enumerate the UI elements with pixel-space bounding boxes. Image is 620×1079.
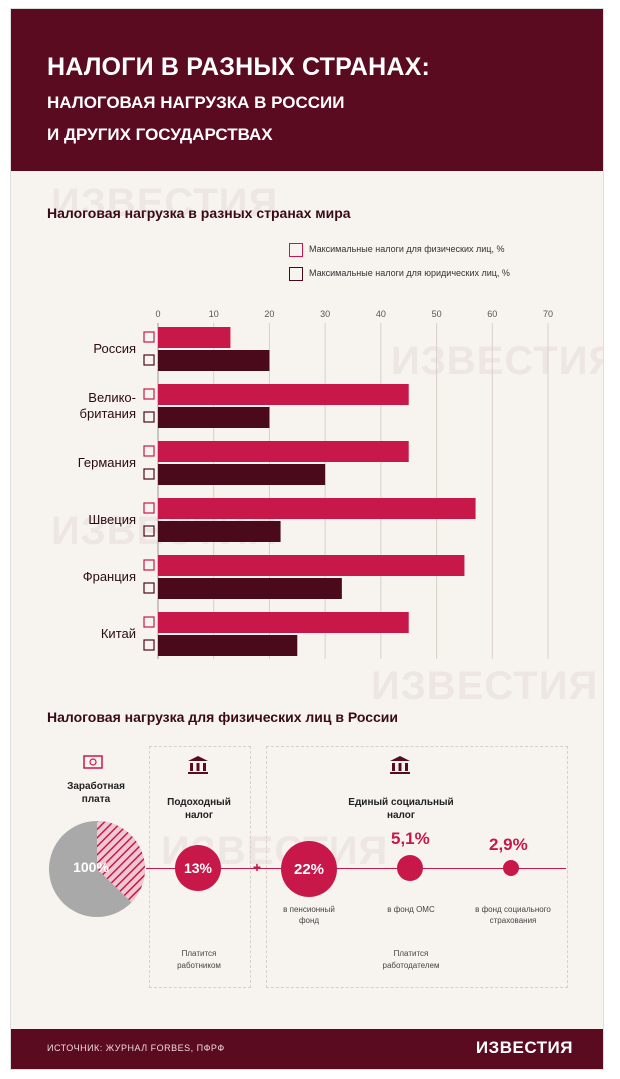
social-insurance-value: 2,9% xyxy=(489,835,528,854)
x-tick-label: 50 xyxy=(432,309,442,319)
building-icon xyxy=(289,267,303,281)
social-tax-note-line1: Платится xyxy=(393,949,429,958)
salary-value: 100% xyxy=(73,859,109,875)
oms-fund-dot xyxy=(397,855,423,881)
oms-fund-value: 5,1% xyxy=(391,829,430,848)
building-icon xyxy=(143,411,155,423)
building-icon xyxy=(143,639,155,651)
pension-fund-label-line1: в пенсионный xyxy=(283,905,335,914)
bar-chart: 0 10 20 30 40 50 60 70 Россия Велико-британия Герм… xyxy=(78,309,553,659)
wallet-icon xyxy=(143,502,155,514)
salary-pie xyxy=(49,821,146,917)
chart-title: Налоговая нагрузка в разных странах мира xyxy=(47,205,351,221)
bar xyxy=(158,555,465,576)
category-label: Россия xyxy=(93,341,136,356)
wallet-icon xyxy=(143,331,155,343)
category-label: Германия xyxy=(78,455,136,470)
bar xyxy=(158,407,270,428)
infographic: НАЛОГИ В РАЗНЫХ СТРАНАХ: НАЛОГОВАЯ НАГРУ… xyxy=(10,8,604,1070)
source-text: ИСТОЧНИК: ЖУРНАЛ FORBES, ПФРФ xyxy=(47,1043,225,1053)
pension-fund-value: 22% xyxy=(281,841,337,897)
page-title: НАЛОГИ В РАЗНЫХ СТРАНАХ: xyxy=(47,53,430,81)
footer: ИСТОЧНИК: ЖУРНАЛ FORBES, ПФРФ ИЗВЕСТИЯ xyxy=(11,1029,603,1069)
x-tick-label: 40 xyxy=(376,309,386,319)
social-tax-note-line2: работодателем xyxy=(382,961,440,970)
header-banner: НАЛОГИ В РАЗНЫХ СТРАНАХ: НАЛОГОВАЯ НАГРУ… xyxy=(11,9,603,171)
bar xyxy=(158,498,476,519)
watermark: ИЗВЕСТИЯ xyxy=(51,181,279,225)
section2-title: Налоговая нагрузка для физических лиц в … xyxy=(47,709,399,725)
bar xyxy=(158,578,342,599)
banknote-icon xyxy=(83,755,103,769)
page-subtitle-line1: НАЛОГОВАЯ НАГРУЗКА В РОССИИ xyxy=(47,93,345,112)
x-tick-label: 30 xyxy=(320,309,330,319)
bar xyxy=(158,612,409,633)
salary-label-line1: Заработная xyxy=(67,781,125,792)
bar xyxy=(158,441,409,462)
building-icon xyxy=(143,468,155,480)
social-insurance-label-line1: в фонд социального xyxy=(475,905,551,914)
x-tick-label: 70 xyxy=(543,309,553,319)
legend-entry-legal: Максимальные налоги для юридических лиц,… xyxy=(309,268,510,278)
x-tick-label: 20 xyxy=(264,309,274,319)
bar xyxy=(158,635,298,656)
izvestia-logo: ИЗВЕСТИЯ xyxy=(475,1038,573,1057)
wallet-icon xyxy=(143,388,155,400)
social-insurance-dot xyxy=(503,860,519,876)
bar xyxy=(158,350,270,371)
watermark: ИЗВЕСТИЯ xyxy=(391,339,604,383)
bar xyxy=(158,464,326,485)
bar xyxy=(158,327,231,348)
wallet-icon xyxy=(143,445,155,457)
page-subtitle-line2: И ДРУГИХ ГОСУДАРСТВАХ xyxy=(47,125,273,144)
x-tick-label: 0 xyxy=(155,309,160,319)
income-tax-frame xyxy=(149,746,251,988)
legend-entry-individual: Максимальные налоги для физических лиц, … xyxy=(309,244,505,254)
category-label: Китай xyxy=(101,626,136,641)
category-label: Франция xyxy=(83,569,136,584)
building-icon xyxy=(143,525,155,537)
building-icon xyxy=(143,354,155,366)
wallet-icon xyxy=(289,243,303,257)
social-tax-label-line1: Единый социальный xyxy=(348,797,454,808)
plus-sign: + xyxy=(252,859,262,875)
bank-icon xyxy=(390,756,410,774)
income-tax-label-line2: налог xyxy=(184,810,214,821)
building-icon xyxy=(143,582,155,594)
category-label: британия xyxy=(80,406,136,421)
social-insurance-label-line2: страхования xyxy=(489,916,537,925)
bar xyxy=(158,384,409,405)
oms-fund-label-line1: в фонд ОМС xyxy=(387,905,435,914)
bar xyxy=(158,521,281,542)
x-tick-label: 10 xyxy=(209,309,219,319)
connector-line xyxy=(146,868,566,869)
x-tick-label: 60 xyxy=(487,309,497,319)
category-label: Швеция xyxy=(88,512,136,527)
income-tax-note-line1: Платится xyxy=(181,949,217,958)
income-tax-note-line2: работником xyxy=(177,961,221,970)
bank-icon xyxy=(188,756,208,774)
pie-slice-taxes xyxy=(97,821,146,903)
social-tax-frame xyxy=(266,746,568,988)
income-tax-label-line1: Подоходный xyxy=(167,797,231,808)
wallet-icon xyxy=(143,559,155,571)
income-tax-value: 13% xyxy=(175,845,221,891)
pension-fund-label-line2: фонд xyxy=(298,916,320,925)
category-label: Велико- xyxy=(88,390,136,405)
social-tax-label-line2: налог xyxy=(386,810,416,821)
watermark: ИЗВЕСТИЯ xyxy=(371,664,599,708)
wallet-icon xyxy=(143,616,155,628)
salary-label-line2: плата xyxy=(81,794,111,805)
